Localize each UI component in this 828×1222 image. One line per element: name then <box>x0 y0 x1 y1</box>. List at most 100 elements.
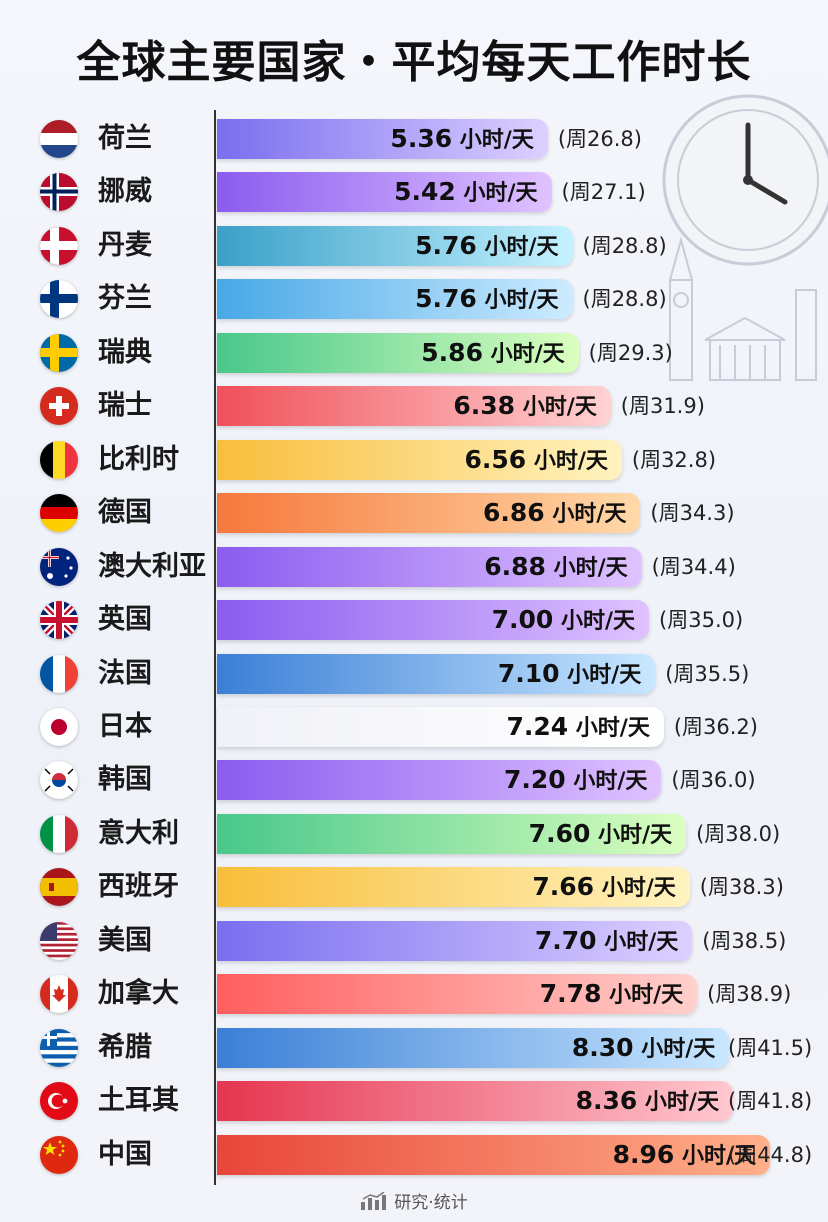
bar-value: 7.70 <box>534 925 597 955</box>
bar-value-label: 7.00 小时/天 <box>492 600 635 640</box>
footer: 研究·统计 <box>0 1188 828 1215</box>
chart-row: 日本 7.24 小时/天 (周36.2) <box>0 701 828 754</box>
weekly-hours-label: (周38.5) <box>702 928 787 953</box>
chart-row: 荷兰 5.36 小时/天 (周26.8) <box>0 113 828 166</box>
bar: 7.70 小时/天 <box>217 920 693 961</box>
weekly-hours-label: (周44.8) <box>728 1142 813 1167</box>
bar-value: 7.20 <box>503 765 566 795</box>
chart-row: 美国 7.70 小时/天 (周38.5) <box>0 915 828 968</box>
bar-unit: 小时/天 <box>545 555 628 581</box>
finland-flag <box>40 280 78 319</box>
bar-value: 8.36 <box>575 1086 638 1116</box>
bar-value: 6.38 <box>453 391 516 421</box>
category-label: 瑞士 <box>98 390 152 422</box>
weekly-hours-label: (周26.8) <box>557 127 642 151</box>
bar: 8.96 小时/天 <box>217 1134 770 1175</box>
category-label: 加拿大 <box>98 978 179 1010</box>
bar-value: 6.88 <box>484 551 546 581</box>
weekly-hours-label: (周38.3) <box>699 875 784 900</box>
bar-unit: 小时/天 <box>476 288 559 314</box>
weekly-hours-label: (周38.9) <box>707 982 792 1007</box>
spain-flag <box>40 868 78 907</box>
weekly-hours-label: (周27.1) <box>561 180 646 205</box>
weekly-hours-label: (周28.8) <box>582 233 667 258</box>
chart-row: 挪威 5.42 小时/天 (周27.1) <box>0 166 828 219</box>
weekly-hours-label: (周36.0) <box>671 768 756 793</box>
bar: 7.00 小时/天 <box>217 600 650 641</box>
weekly-hours-label: (周35.5) <box>665 661 750 686</box>
bar-value: 6.56 <box>464 444 527 474</box>
bar-unit: 小时/天 <box>590 822 673 848</box>
bar: 7.66 小时/天 <box>217 867 690 908</box>
bar-value-label: 6.88 小时/天 <box>484 547 627 587</box>
bar-value-label: 7.24 小时/天 <box>506 707 649 747</box>
bar-value: 6.86 <box>483 498 545 528</box>
chart-row: 澳大利亚 6.88 小时/天 (周34.4) <box>0 541 828 594</box>
category-label: 韩国 <box>98 764 152 796</box>
bar: 6.88 小时/天 <box>217 546 642 587</box>
switzerland-flag <box>40 387 78 426</box>
bar-unit: 小时/天 <box>455 181 538 207</box>
bar-value: 7.78 <box>539 979 602 1009</box>
bar-unit: 小时/天 <box>515 395 597 421</box>
bar-value-label: 7.70 小时/天 <box>535 921 678 961</box>
bar: 8.36 小时/天 <box>217 1081 733 1122</box>
category-label: 美国 <box>98 924 152 956</box>
chart-row: 希腊 8.30 小时/天 (周41.5) <box>0 1022 828 1075</box>
category-label: 荷兰 <box>98 123 152 154</box>
bar-unit: 小时/天 <box>594 876 676 902</box>
chart-row: 土耳其 8.36 小时/天 (周41.8) <box>0 1075 828 1128</box>
chart-row: 芬兰 5.76 小时/天 (周28.8) <box>0 273 828 326</box>
bar-value-label: 8.30 小时/天 <box>572 1028 715 1068</box>
bar-value: 7.24 <box>506 711 569 741</box>
sweden-flag <box>40 333 78 372</box>
bar-unit: 小时/天 <box>553 609 636 635</box>
chart-row: 意大利 7.60 小时/天 (周38.0) <box>0 808 828 861</box>
category-label: 芬兰 <box>98 283 152 315</box>
bar: 7.60 小时/天 <box>217 813 687 854</box>
bar-value-label: 7.78 小时/天 <box>540 974 683 1014</box>
chart-row: 中国 8.96 小时/天 (周44.8) <box>0 1129 828 1182</box>
category-label: 英国 <box>98 604 152 636</box>
japan-flag <box>40 707 78 746</box>
category-label: 日本 <box>98 710 152 742</box>
bar-unit: 小时/天 <box>601 983 684 1009</box>
bar-unit: 小时/天 <box>633 1036 716 1062</box>
germany-flag <box>40 494 78 533</box>
bar: 6.56 小时/天 <box>217 439 622 480</box>
chart-row: 瑞典 5.86 小时/天 (周29.3) <box>0 327 828 380</box>
netherlands-flag <box>40 120 78 158</box>
bar-value-label: 6.38 小时/天 <box>453 386 596 426</box>
chart-icon <box>360 1190 388 1215</box>
bar-value-label: 7.10 小时/天 <box>498 654 641 694</box>
bar-value: 7.60 <box>528 818 591 848</box>
bar-unit: 小时/天 <box>476 234 559 260</box>
bar-unit: 小时/天 <box>559 662 642 688</box>
bar-unit: 小时/天 <box>452 128 534 153</box>
bar-unit: 小时/天 <box>596 929 679 955</box>
denmark-flag <box>40 226 78 265</box>
greece-flag <box>40 1028 78 1067</box>
page-title: 全球主要国家・平均每天工作时长 <box>76 37 752 88</box>
usa-flag <box>40 921 78 960</box>
bar-value: 5.76 <box>415 230 477 260</box>
bar: 8.30 小时/天 <box>217 1027 730 1068</box>
bar-unit: 小时/天 <box>637 1090 719 1116</box>
bar-value: 5.42 <box>394 177 456 207</box>
uk-flag <box>40 601 78 640</box>
norway-flag <box>40 173 78 212</box>
bar-value-label: 5.86 小时/天 <box>421 333 564 373</box>
weekly-hours-label: (周41.5) <box>728 1035 813 1060</box>
bar-value-label: 5.76 小时/天 <box>415 279 558 319</box>
bar-value: 8.30 <box>571 1032 634 1062</box>
category-label: 土耳其 <box>98 1085 179 1117</box>
weekly-hours-label: (周32.8) <box>631 447 717 472</box>
category-label: 澳大利亚 <box>98 550 206 582</box>
bar: 5.42 小时/天 <box>217 172 552 213</box>
bar: 7.20 小时/天 <box>217 760 662 801</box>
bar-unit: 小时/天 <box>568 715 650 741</box>
bar: 7.24 小时/天 <box>217 706 664 747</box>
bar-value-label: 8.36 小时/天 <box>576 1081 719 1121</box>
bar-value-label: 5.36 小时/天 <box>390 119 533 159</box>
